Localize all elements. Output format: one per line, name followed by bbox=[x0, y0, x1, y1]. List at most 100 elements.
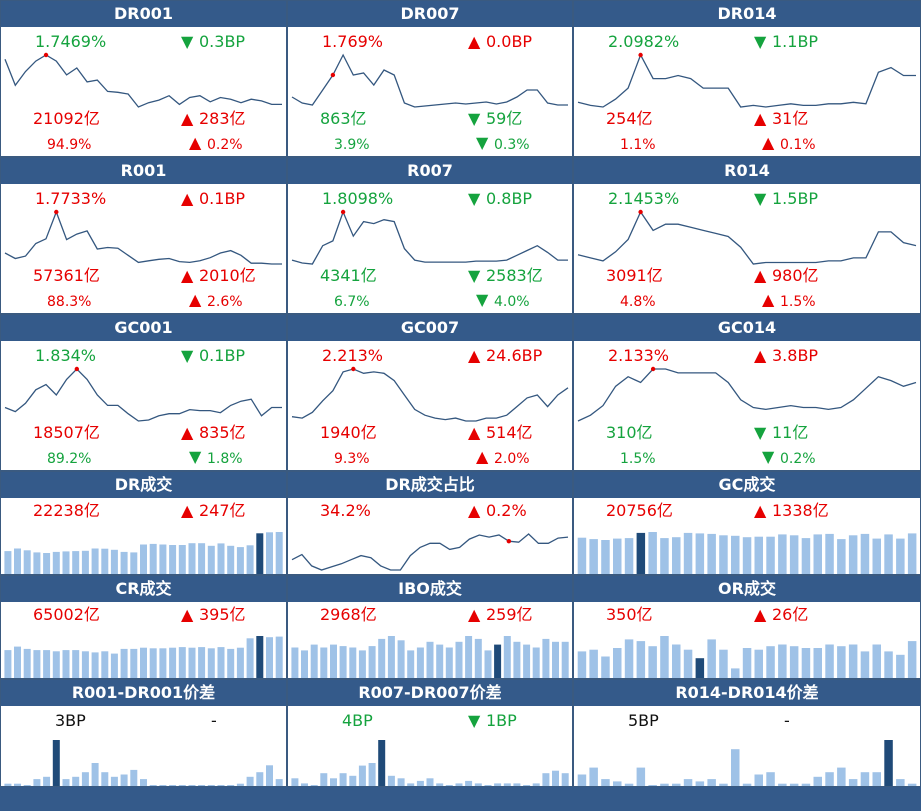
gc-bar-18 bbox=[789, 535, 799, 574]
cr-bar-8 bbox=[81, 651, 89, 678]
ibo-bar-28 bbox=[561, 641, 569, 678]
or-bar-24 bbox=[860, 651, 870, 678]
dr-bar-13 bbox=[130, 552, 138, 574]
r014-latest-point-marker bbox=[638, 209, 643, 215]
r014-dr014-chart bbox=[577, 740, 917, 786]
r001-dr001-bar-17 bbox=[169, 785, 177, 786]
r001-dr001-bar-6 bbox=[62, 779, 70, 786]
r001-dr001-bar-12 bbox=[120, 774, 128, 786]
ibo-bar-7 bbox=[358, 650, 366, 678]
panel-gc001: GC001 1.834% ▼ 0.1BP 18507亿 ▲ 835亿 89.2% ▼ 1.8% bbox=[0, 314, 287, 471]
r001-dr001-bar-23 bbox=[227, 785, 235, 786]
panel-title: R007 bbox=[288, 158, 572, 184]
panel-dr: DR成交 22238亿 ▲ 247亿 bbox=[0, 471, 287, 575]
dr001-latest-point-marker bbox=[43, 52, 49, 58]
share-change-up-arrow-icon: ▲ bbox=[762, 290, 775, 309]
dr-bar-19 bbox=[188, 543, 196, 574]
rate-change-down-arrow-icon: ▼ bbox=[181, 346, 194, 365]
panel-r007-dr007: R007-DR007价差 4BP ▼ 1BP bbox=[287, 679, 573, 787]
dr-series-line bbox=[291, 533, 569, 571]
dr001-series-line bbox=[4, 54, 282, 108]
r014-dr014-bar-11 bbox=[707, 779, 716, 786]
panel-change-up-arrow-icon: ▲ bbox=[468, 605, 481, 624]
share-value: 94.9% bbox=[47, 137, 92, 153]
dr-bar-18 bbox=[178, 545, 186, 574]
gc-bar-4 bbox=[624, 538, 634, 574]
r014-dr014-bar-20 bbox=[813, 776, 822, 786]
panel-value: 350亿 bbox=[606, 605, 653, 624]
cr-bar-22 bbox=[217, 647, 225, 678]
volume-value: 254亿 bbox=[606, 109, 653, 128]
panel-title: GC成交 bbox=[574, 472, 920, 498]
panel-dr014: DR014 2.0982% ▼ 1.1BP 254亿 ▲ 31亿 1.1% ▲ 0.1% bbox=[573, 0, 921, 157]
r014-dr014-bar-5 bbox=[636, 767, 646, 786]
volume-change-up-arrow-icon: ▲ bbox=[754, 266, 767, 285]
ibo-bar-23 bbox=[513, 641, 521, 678]
dr-bar-7 bbox=[72, 551, 80, 574]
rate-change-down-arrow-icon: ▼ bbox=[754, 189, 767, 208]
r014-dr014-bar-7 bbox=[660, 783, 669, 786]
r007-dr007-bar-12 bbox=[407, 783, 415, 786]
panel-cr: CR成交 65002亿 ▲ 395亿 bbox=[0, 575, 287, 679]
panel-value: 65002亿 bbox=[33, 605, 100, 624]
dr-bar-8 bbox=[81, 550, 89, 574]
or-bar-2 bbox=[601, 656, 610, 678]
rate-value: 2.0982% bbox=[608, 32, 680, 51]
r007-dr007-bar-4 bbox=[330, 778, 337, 786]
panel-title: R001 bbox=[1, 158, 286, 184]
r007-dr007-bar-28 bbox=[561, 773, 569, 786]
dr-bar-16 bbox=[159, 544, 167, 574]
r014-dr014-bar-17 bbox=[778, 783, 787, 786]
gc-bar-2 bbox=[601, 540, 610, 574]
gc014-chart bbox=[577, 366, 917, 422]
rate-change-value: 0.8BP bbox=[486, 189, 533, 208]
volume-change-value: 59亿 bbox=[486, 109, 523, 128]
panel-r014-dr014: R014-DR014价差 5BP - bbox=[573, 679, 921, 787]
rate-change-up-arrow-icon: ▲ bbox=[468, 32, 481, 51]
cr-bar-13 bbox=[130, 648, 138, 678]
cr-bar-17 bbox=[169, 647, 177, 678]
r014-dr014-bar-27 bbox=[896, 779, 905, 786]
or-bar-21 bbox=[825, 644, 834, 678]
share-value: 88.3% bbox=[47, 294, 92, 310]
rate-change-value: 1.1BP bbox=[772, 32, 819, 51]
share-change-value: 2.0% bbox=[494, 451, 530, 467]
cr-bar-3 bbox=[33, 650, 41, 678]
gc-bar-13 bbox=[731, 535, 740, 574]
r007-latest-point-marker bbox=[340, 209, 346, 215]
r001-dr001-bar-20 bbox=[198, 785, 206, 786]
gc-bar-0 bbox=[577, 537, 587, 574]
panel-r014: R014 2.1453% ▼ 1.5BP 3091亿 ▲ 980亿 4.8% ▲ 1.5% bbox=[573, 157, 921, 314]
cr-bar-27 bbox=[266, 637, 273, 678]
r001-dr001-bar-11 bbox=[110, 776, 118, 786]
r001-dr001-bar-2 bbox=[23, 785, 31, 786]
rate-change-value: 3.8BP bbox=[772, 346, 819, 365]
volume-change-down-arrow-icon: ▼ bbox=[754, 423, 767, 442]
panel-title: GC007 bbox=[288, 315, 572, 341]
panel-gc014: GC014 2.133% ▲ 3.8BP 310亿 ▼ 11亿 1.5% ▼ 0.2% bbox=[573, 314, 921, 471]
cr-bar-23 bbox=[227, 648, 235, 678]
dr-bar-26 bbox=[256, 533, 264, 574]
ibo-bar-8 bbox=[368, 646, 376, 678]
or-bar-5 bbox=[636, 641, 646, 678]
dr-bar-22 bbox=[217, 543, 225, 574]
r007-dr007-bar-13 bbox=[416, 780, 424, 786]
ibo-bar-13 bbox=[416, 647, 424, 678]
r001-latest-point-marker bbox=[54, 209, 59, 215]
r014-dr014-bar-0 bbox=[577, 774, 587, 786]
cr-bar-4 bbox=[43, 650, 51, 678]
dr014-series-line bbox=[577, 53, 916, 108]
gc-bar-23 bbox=[848, 535, 858, 574]
r014-dr014-bar-9 bbox=[683, 779, 693, 786]
panel-change-up-arrow-icon: ▲ bbox=[181, 501, 194, 520]
share-value: 3.9% bbox=[334, 137, 370, 153]
volume-change-down-arrow-icon: ▼ bbox=[468, 109, 481, 128]
or-bar-22 bbox=[837, 646, 846, 678]
rate-value: 2.213% bbox=[322, 346, 384, 365]
cr-bar-25 bbox=[246, 638, 254, 678]
gc-bar-14 bbox=[742, 537, 752, 574]
cr-bar-28 bbox=[275, 636, 283, 678]
share-change-value: 0.1% bbox=[780, 137, 816, 153]
share-value: 4.8% bbox=[620, 294, 656, 310]
rate-change-down-arrow-icon: ▼ bbox=[754, 32, 767, 51]
